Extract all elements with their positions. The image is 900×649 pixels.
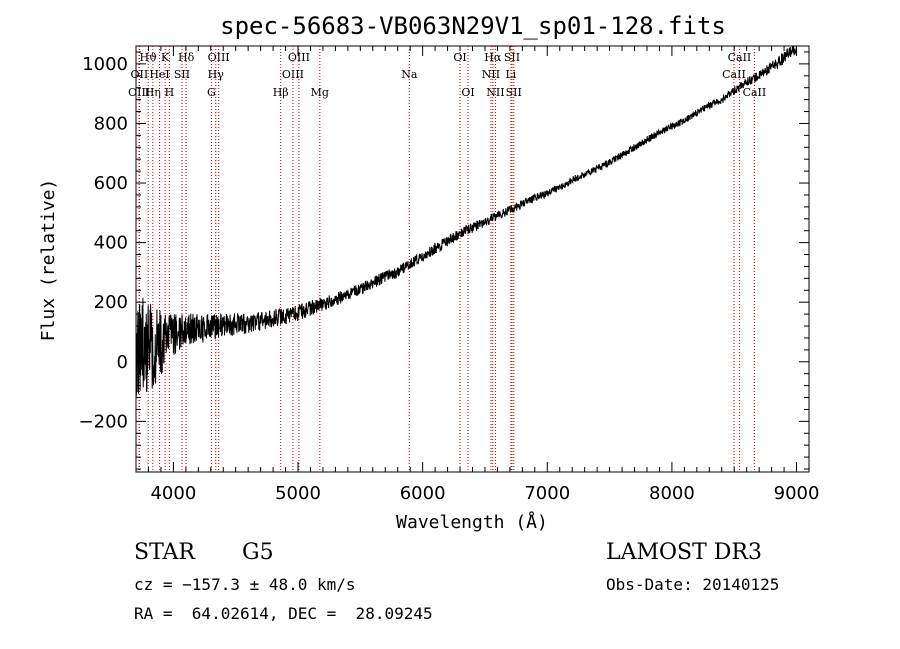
- y-tick-label: 600: [94, 173, 128, 194]
- x-tick-label: 8000: [649, 483, 695, 504]
- spectral-line-label: Mg: [311, 86, 329, 99]
- spectral-line-label: OIII: [282, 68, 304, 81]
- spectral-line-label: CaII: [743, 86, 767, 99]
- spectral-line-label: K: [161, 51, 170, 64]
- spectral-line-label: NII: [482, 68, 500, 81]
- survey-name: LAMOST DR3: [606, 540, 762, 565]
- x-tick-label: 7000: [524, 483, 570, 504]
- y-tick-label: −200: [79, 411, 128, 432]
- spectral-line-label: Hη: [145, 86, 161, 99]
- spectral-line-label: OI: [461, 86, 474, 99]
- spectral-line-label: OII: [131, 68, 149, 81]
- y-tick-label: 400: [94, 233, 128, 254]
- y-tick-label: 1000: [82, 54, 128, 75]
- axis-ticks: 4000 5000 6000 7000 8000 9000 −200 0 200 400 600 80…: [79, 46, 820, 504]
- observation-date: Obs-Date: 20140125: [606, 575, 780, 594]
- spectral-line-label: OIII: [128, 86, 150, 99]
- spectral-line-label: OI: [453, 51, 466, 64]
- spectral-line-label: OIII: [208, 51, 230, 64]
- redshift-velocity: cz = −157.3 ± 48.0 km/s: [134, 575, 356, 594]
- spectral-line-label: G: [207, 86, 216, 99]
- object-class: STAR: [134, 540, 195, 565]
- spectrum-series-line: [136, 46, 797, 397]
- subclass: G5: [242, 540, 274, 565]
- spectral-line-label: SII: [506, 86, 522, 99]
- spectral-line-label: Hδ: [178, 51, 195, 64]
- x-axis-label: Wavelength (Å): [396, 511, 548, 533]
- spectral-line-label: Na: [401, 68, 418, 81]
- coordinates: RA = 64.02614, DEC = 28.09245: [134, 604, 433, 623]
- spectral-line-label: HeI: [149, 68, 169, 81]
- x-tick-label: 9000: [774, 483, 820, 504]
- spectral-line-label: OIII: [288, 51, 310, 64]
- spectral-line-label: NII: [486, 86, 504, 99]
- chart-title: spec-56683-VB063N29V1_sp01-128.fits: [220, 12, 726, 40]
- spectral-line-label: H: [165, 86, 175, 99]
- spectral-line-label: CaII: [728, 51, 752, 64]
- spectral-line-label: SII: [504, 51, 520, 64]
- y-tick-label: 0: [117, 352, 128, 373]
- x-tick-label: 5000: [275, 483, 321, 504]
- x-tick-label: 6000: [400, 483, 446, 504]
- plot-frame: [135, 45, 810, 473]
- spectral-line-label: CaII: [722, 68, 746, 81]
- spectral-line-label: Hα: [484, 51, 502, 64]
- y-axis-label: Flux (relative): [38, 179, 59, 342]
- spectral-line-label: Li: [505, 68, 516, 81]
- spectral-line-label: Hβ: [273, 86, 289, 99]
- spectral-line-label: SII: [174, 68, 190, 81]
- y-tick-label: 800: [94, 113, 128, 134]
- spectral-line-label: Hγ: [208, 68, 225, 81]
- x-tick-label: 4000: [150, 483, 196, 504]
- spectral-line-label: Hϑ: [139, 51, 157, 64]
- y-tick-label: 200: [94, 292, 128, 313]
- series-layer: [136, 46, 797, 397]
